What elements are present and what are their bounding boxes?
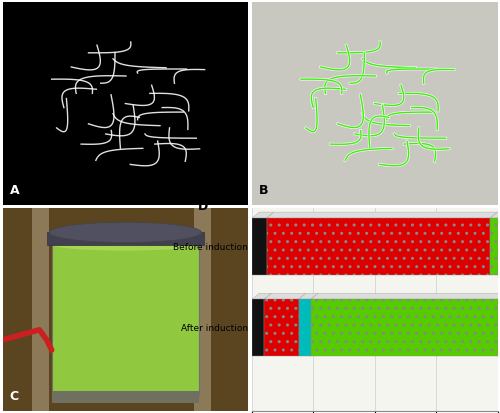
Ellipse shape bbox=[49, 222, 202, 242]
Text: D: D bbox=[198, 200, 208, 213]
Polygon shape bbox=[298, 293, 306, 356]
Polygon shape bbox=[266, 212, 498, 218]
Polygon shape bbox=[52, 244, 199, 395]
Text: B: B bbox=[259, 184, 268, 197]
Polygon shape bbox=[252, 212, 274, 218]
Text: A: A bbox=[10, 184, 20, 197]
Bar bbox=[264, 299, 298, 356]
Polygon shape bbox=[298, 293, 318, 299]
Bar bbox=[46, 233, 204, 244]
Bar bbox=[490, 218, 498, 275]
Bar bbox=[266, 218, 490, 275]
Text: C: C bbox=[10, 390, 19, 403]
Ellipse shape bbox=[52, 238, 199, 251]
Polygon shape bbox=[498, 212, 500, 275]
Bar bbox=[311, 299, 498, 356]
Polygon shape bbox=[490, 212, 498, 275]
Polygon shape bbox=[311, 293, 318, 356]
Polygon shape bbox=[490, 212, 500, 218]
Bar bbox=[252, 299, 264, 356]
Bar bbox=[32, 208, 49, 411]
Polygon shape bbox=[311, 293, 500, 299]
Polygon shape bbox=[266, 212, 274, 275]
Bar bbox=[252, 218, 266, 275]
Polygon shape bbox=[264, 293, 306, 299]
Polygon shape bbox=[264, 293, 272, 356]
Bar bbox=[194, 208, 212, 411]
Polygon shape bbox=[252, 293, 272, 299]
Bar bbox=[298, 299, 311, 356]
Bar bbox=[52, 391, 199, 403]
Polygon shape bbox=[498, 293, 500, 356]
